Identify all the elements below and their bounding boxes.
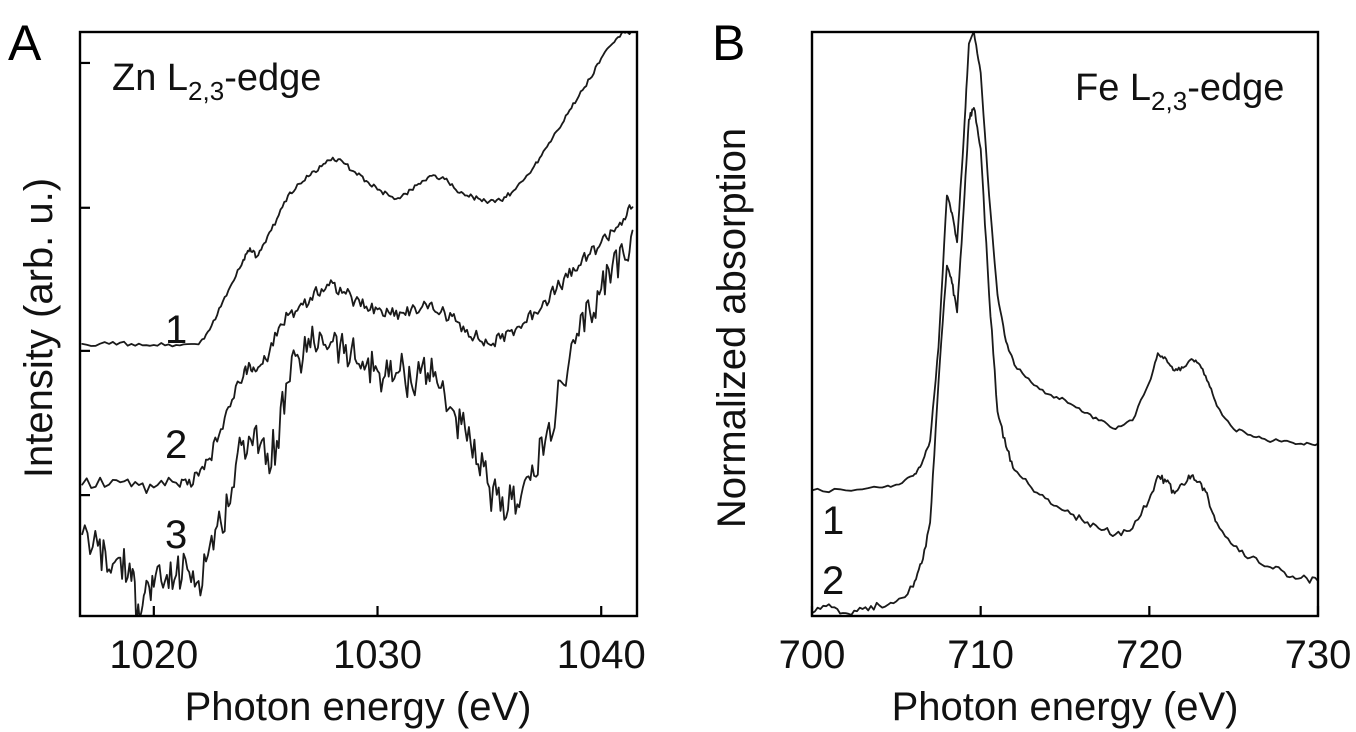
panel-a-annotation-tail: -edge [224, 57, 321, 99]
panel-b-plot-frame [810, 30, 1320, 618]
panel-b-traces [811, 31, 1319, 616]
panel-b-x-ticks: 700 710 720 730 [779, 606, 1352, 677]
panel-b-series-2-line [811, 107, 1319, 616]
panel-a-x-ticks: 1020 1030 1040 [109, 606, 646, 677]
panel-b-x-axis-label: Photon energy (eV) [892, 685, 1239, 729]
panel-b-series-1-label: 1 [822, 499, 844, 543]
panel-b-x-tick-label-720: 720 [1116, 633, 1183, 677]
panel-b-series-1-line [811, 31, 1319, 494]
panel-a-x-tick-label-1020: 1020 [109, 633, 198, 677]
panel-b-y-axis-label: Normalized absorption [710, 128, 754, 528]
panel-a-x-tick-label-1040: 1040 [557, 633, 646, 677]
panel-a-series-1-label: 1 [165, 308, 187, 352]
panel-b-annotation-tail: -edge [1187, 67, 1284, 109]
panel-b: B 700 710 720 730 Fe L2,3-edge 1 2 Photon e… [710, 15, 1351, 729]
panel-a-edge-annotation: Zn L2,3-edge [112, 57, 321, 106]
panel-b-annotation-main: Fe L [1075, 67, 1151, 109]
panel-a-annotation-main: Zn L [112, 57, 188, 99]
panel-b-x-tick-label-700: 700 [779, 633, 846, 677]
panel-b-series-2-label: 2 [822, 559, 844, 603]
panel-a-letter: A [8, 15, 42, 71]
panel-b-annotation-subscript: 2,3 [1151, 86, 1187, 116]
panel-a-y-axis-label: Intensity (arb. u.) [17, 178, 61, 478]
panel-a-series-1-line [81, 31, 634, 348]
panel-a-series-3-line [81, 229, 634, 617]
panel-b-x-tick-label-730: 730 [1285, 633, 1352, 677]
panel-a-annotation-subscript: 2,3 [188, 76, 224, 106]
panel-a-x-tick-label-1030: 1030 [333, 633, 422, 677]
panel-a-plot-frame [78, 30, 639, 618]
panel-a-y-ticks [80, 61, 90, 497]
panel-a-series-2-label: 2 [165, 423, 187, 467]
panel-b-edge-annotation: Fe L2,3-edge [1075, 67, 1284, 116]
panel-a: A 1020 1030 1040 Zn L2,3-edge 1 2 3 Photon… [8, 15, 646, 729]
panel-a-series-3-label: 3 [165, 513, 187, 557]
panel-a-x-axis-label: Photon energy (eV) [185, 685, 532, 729]
panel-a-series-2-line [81, 204, 634, 494]
panel-b-x-tick-label-710: 710 [947, 633, 1014, 677]
panel-a-traces [81, 31, 634, 617]
panel-b-letter: B [712, 15, 745, 71]
